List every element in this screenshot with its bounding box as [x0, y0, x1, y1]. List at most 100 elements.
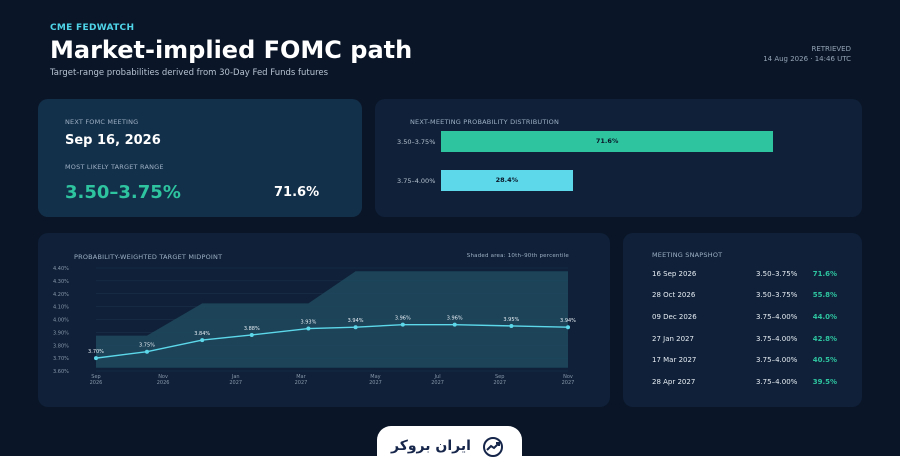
retrieved-label: RETRIEVED	[811, 45, 851, 53]
x-tick-label: Nov	[158, 374, 168, 380]
snapshot-date: 09 Dec 2026	[652, 313, 697, 321]
next-meeting-card: NEXT FOMC MEETING Sep 16, 2026 MOST LIKE…	[38, 99, 362, 217]
x-tick-label: Nov	[563, 374, 573, 380]
snapshot-prob: 40.5%	[812, 356, 837, 364]
snapshot-range: 3.50–3.75%	[756, 291, 798, 299]
y-tick-label: 3.60%	[53, 369, 69, 375]
data-point	[452, 322, 457, 327]
midpoint-chart-card: PROBABILITY-WEIGHTED TARGET MIDPOINT Sha…	[38, 233, 610, 407]
x-tick-label: 2027	[369, 380, 382, 386]
brand-badge: ایران بروکر	[377, 426, 522, 471]
data-label: 3.70%	[88, 349, 104, 355]
x-tick-label: Sep	[495, 374, 504, 380]
data-point	[400, 322, 405, 327]
snapshot-range: 3.75–4.00%	[756, 356, 798, 364]
dist-bar: 28.4%	[441, 170, 573, 191]
snapshot-range: 3.75–4.00%	[756, 313, 798, 321]
snapshot-prob: 39.5%	[812, 378, 837, 386]
dist-bar-value: 71.6%	[595, 137, 619, 145]
chart-title: PROBABILITY-WEIGHTED TARGET MIDPOINT	[74, 253, 223, 261]
data-label: 3.94%	[560, 318, 576, 324]
data-point	[200, 338, 205, 343]
y-tick-label: 3.80%	[53, 343, 69, 349]
x-tick-label: 2027	[562, 380, 575, 386]
data-label: 3.93%	[300, 320, 316, 326]
snapshot-date: 28 Oct 2026	[652, 291, 696, 299]
distribution-card: NEXT-MEETING PROBABILITY DISTRIBUTION 3.…	[375, 99, 862, 217]
snapshot-date: 28 Apr 2027	[652, 378, 696, 386]
x-tick-label: 2027	[493, 380, 506, 386]
x-tick-label: 2027	[229, 380, 242, 386]
snapshot-range: 3.75–4.00%	[756, 335, 798, 343]
y-tick-label: 4.20%	[53, 292, 69, 298]
data-label: 3.96%	[447, 316, 463, 322]
y-tick-label: 3.70%	[53, 356, 69, 362]
x-tick-label: 2027	[295, 380, 308, 386]
y-tick-label: 4.40%	[53, 266, 69, 272]
x-tick-label: Jan	[231, 374, 240, 380]
snapshot-row: 27 Jan 2027 3.75–4.00% 42.8%	[652, 335, 837, 349]
snapshot-title: MEETING SNAPSHOT	[652, 251, 723, 259]
range-label: MOST LIKELY TARGET RANGE	[65, 163, 164, 171]
brand-name: ایران بروکر	[391, 438, 471, 454]
y-tick-label: 4.00%	[53, 318, 69, 324]
snapshot-row: 28 Oct 2026 3.50–3.75% 55.8%	[652, 291, 837, 305]
dist-bar-value: 28.4%	[495, 176, 519, 184]
snapshot-row: 16 Sep 2026 3.50–3.75% 71.6%	[652, 270, 837, 284]
x-tick-label: 2026	[90, 380, 103, 386]
next-meeting-date: Sep 16, 2026	[65, 133, 161, 148]
most-likely-probability: 71.6%	[274, 185, 320, 200]
data-point	[306, 326, 311, 331]
x-tick-label: 2026	[157, 380, 170, 386]
snapshot-row: 17 Mar 2027 3.75–4.00% 40.5%	[652, 356, 837, 370]
chart-growth-icon	[483, 437, 503, 457]
data-label: 3.88%	[244, 326, 260, 332]
data-point	[566, 325, 570, 330]
retrieved-value: 14 Aug 2026 · 14:46 UTC	[763, 55, 851, 64]
snapshot-range: 3.50–3.75%	[756, 270, 798, 278]
dist-bar-label: 3.50–3.75%	[397, 138, 436, 146]
data-label: 3.94%	[348, 318, 364, 324]
dist-bar: 71.6%	[441, 131, 774, 152]
midpoint-chart: 4.40% 4.30% 4.20% 4.10% 4.00% 3.90% 3.80% 3.70%…	[53, 266, 576, 386]
page-title: Market-implied FOMC path	[50, 36, 413, 64]
snapshot-prob: 71.6%	[812, 270, 837, 278]
most-likely-range: 3.50–3.75%	[65, 182, 181, 203]
data-point	[144, 349, 149, 354]
next-meeting-label: NEXT FOMC MEETING	[65, 118, 139, 126]
snapshot-row: 28 Apr 2027 3.75–4.00% 39.5%	[652, 378, 837, 392]
x-tick-label: Jul	[434, 374, 441, 380]
x-tick-label: May	[370, 374, 380, 380]
eyebrow: CME FEDWATCH	[50, 23, 135, 33]
page-subtitle: Target-range probabilities derived from …	[50, 68, 329, 78]
percentile-band	[96, 271, 568, 368]
snapshot-prob: 55.8%	[812, 291, 837, 299]
y-tick-label: 3.90%	[53, 330, 69, 336]
y-tick-label: 4.30%	[53, 279, 69, 285]
data-label: 3.84%	[194, 331, 210, 337]
distribution-title: NEXT-MEETING PROBABILITY DISTRIBUTION	[410, 118, 560, 126]
snapshot-row: 09 Dec 2026 3.75–4.00% 44.0%	[652, 313, 837, 327]
x-tick-label: 2027	[431, 380, 444, 386]
snapshot-card: MEETING SNAPSHOT 16 Sep 2026 3.50–3.75% …	[623, 233, 862, 407]
x-tick-label: Mar	[296, 374, 306, 380]
snapshot-prob: 42.8%	[812, 335, 837, 343]
chart-note: Shaded area: 10th–90th percentile	[466, 253, 569, 259]
data-label: 3.75%	[139, 343, 155, 349]
snapshot-prob: 44.0%	[812, 313, 837, 321]
data-point	[353, 325, 358, 330]
data-label: 3.95%	[503, 317, 519, 323]
snapshot-date: 27 Jan 2027	[652, 335, 694, 343]
data-label: 3.96%	[395, 316, 411, 322]
data-point	[249, 332, 254, 337]
y-tick-label: 4.10%	[53, 305, 69, 311]
snapshot-range: 3.75–4.00%	[756, 378, 798, 386]
midpoint-line	[95, 323, 569, 359]
snapshot-date: 17 Mar 2027	[652, 356, 697, 364]
data-point	[94, 356, 98, 361]
snapshot-date: 16 Sep 2026	[652, 270, 697, 278]
dist-bar-label: 3.75–4.00%	[397, 177, 436, 185]
retrieved-stamp: RETRIEVED 14 Aug 2026 · 14:46 UTC	[763, 44, 851, 64]
x-tick-label: Sep	[91, 374, 100, 380]
data-point	[509, 323, 514, 328]
